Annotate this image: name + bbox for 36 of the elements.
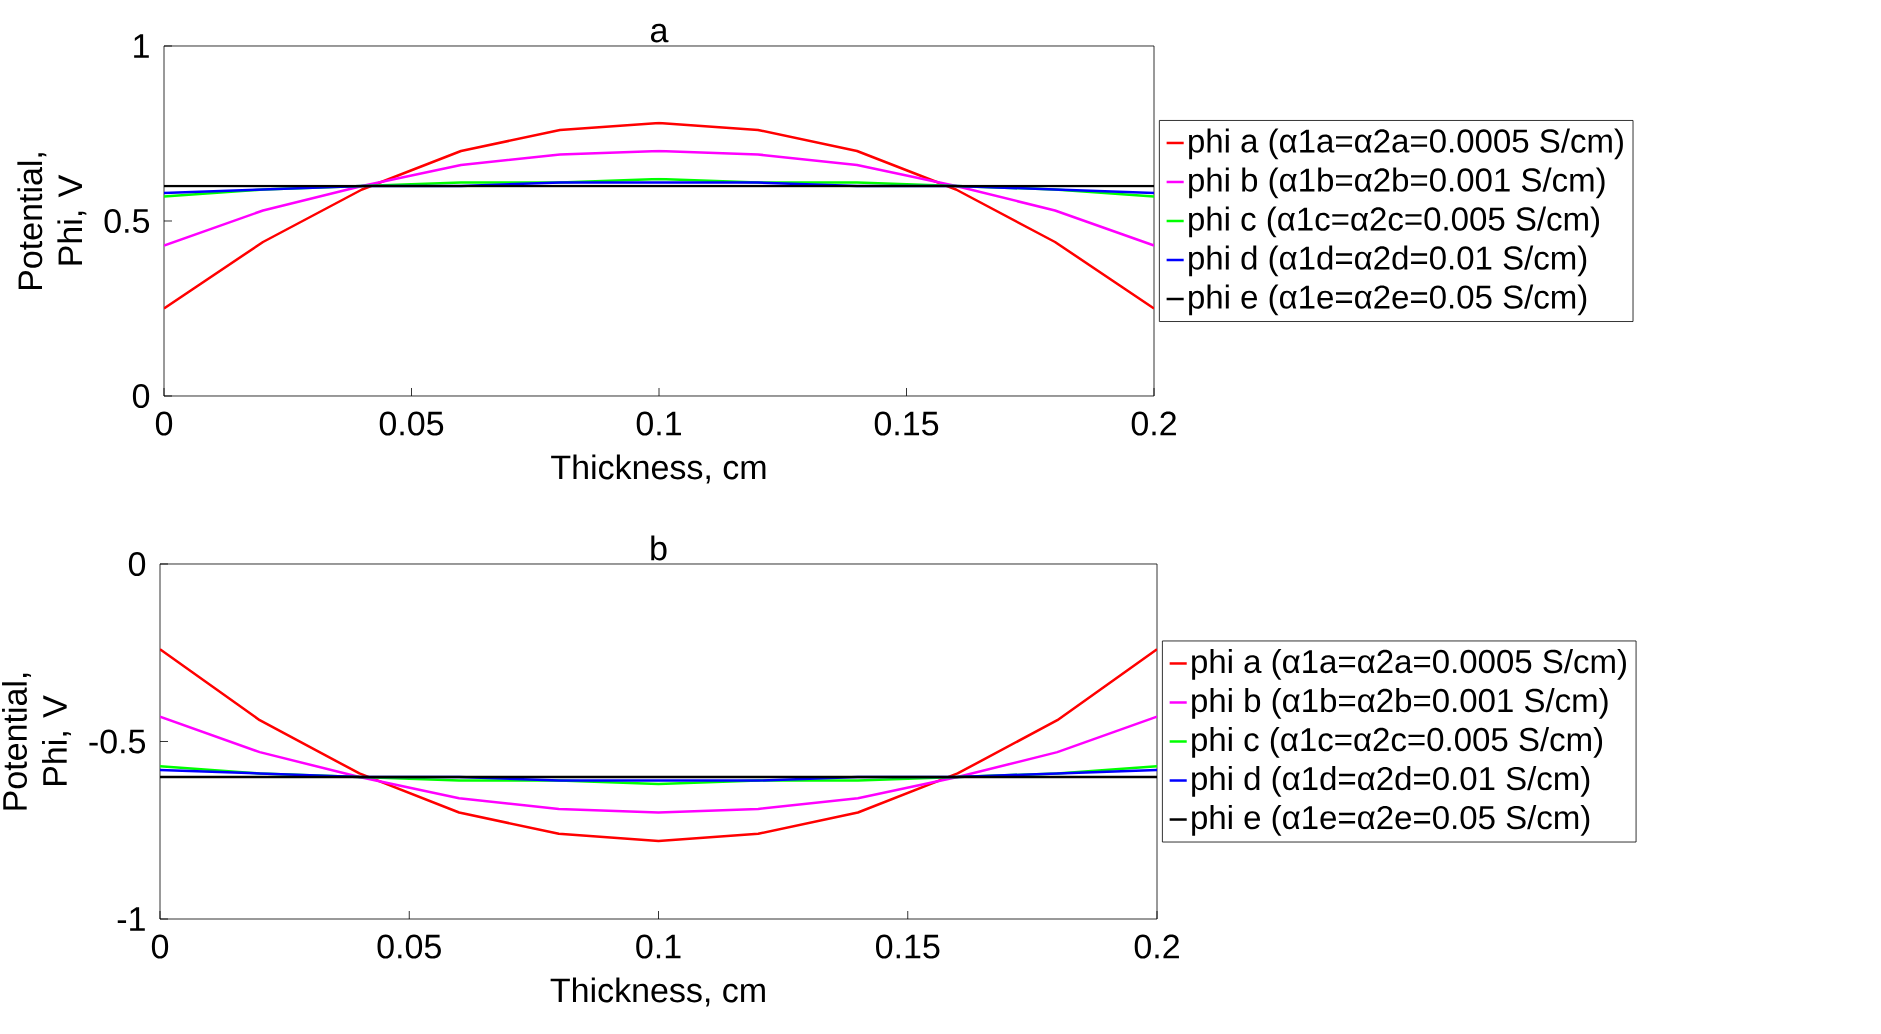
- line-series: [160, 647, 1158, 843]
- y-tick-label: 0: [128, 551, 146, 577]
- x-tick-label: 0.1: [636, 934, 681, 959]
- x-tick-label: 0.15: [876, 934, 940, 959]
- legend-label: phi c (α1c=α2c=0.005 S/cm): [1192, 726, 1603, 758]
- line-series: [160, 715, 1158, 814]
- y-axis-title: Potential, Phi, V: [17, 153, 87, 290]
- y-tick-label: -0.5: [89, 729, 146, 754]
- line-series: [164, 121, 1155, 310]
- y-tick-label: -1: [117, 907, 145, 931]
- chart-title: b: [651, 535, 667, 561]
- legend-label: phi b (α1b=α2b=0.001 S/cm): [1189, 167, 1605, 199]
- x-tick-label: 0: [151, 934, 169, 959]
- legend-label: phi b (α1b=α2b=0.001 S/cm): [1192, 687, 1608, 719]
- legend-label: phi d (α1d=α2d=0.01 S/cm): [1192, 766, 1590, 797]
- x-tick-label: 0.05: [377, 934, 441, 959]
- y-tick-label: 0: [132, 383, 150, 409]
- line-series: [164, 149, 1155, 247]
- y-axis-title: Potential, Phi, V: [2, 673, 72, 810]
- x-tick-label: 0.15: [874, 411, 939, 436]
- legend-label: phi e (α1e=α2e=0.05 S/cm): [1189, 284, 1587, 316]
- chart-title: a: [651, 23, 669, 43]
- legend-label: phi d (α1d=α2d=0.01 S/cm): [1189, 245, 1587, 277]
- x-tick-label: 0.1: [636, 411, 681, 436]
- x-tick-label: 0: [155, 411, 173, 436]
- x-tick-label: 0.2: [1131, 411, 1176, 436]
- y-tick-label: 1: [134, 34, 149, 58]
- x-tick-label: 0.2: [1134, 934, 1179, 959]
- x-axis-title: Thickness, cm: [551, 454, 766, 484]
- legend-label: phi e (α1e=α2e=0.05 S/cm): [1192, 805, 1590, 836]
- legend-label: phi c (α1c=α2c=0.005 S/cm): [1189, 206, 1600, 238]
- x-tick-label: 0.05: [379, 411, 444, 436]
- legend-label: phi a (α1a=α2a=0.0005 S/cm): [1189, 128, 1623, 160]
- legend-label: phi a (α1a=α2a=0.0005 S/cm): [1192, 648, 1626, 680]
- y-tick-label: 0.5: [104, 208, 150, 234]
- x-axis-title: Thickness, cm: [550, 977, 765, 1007]
